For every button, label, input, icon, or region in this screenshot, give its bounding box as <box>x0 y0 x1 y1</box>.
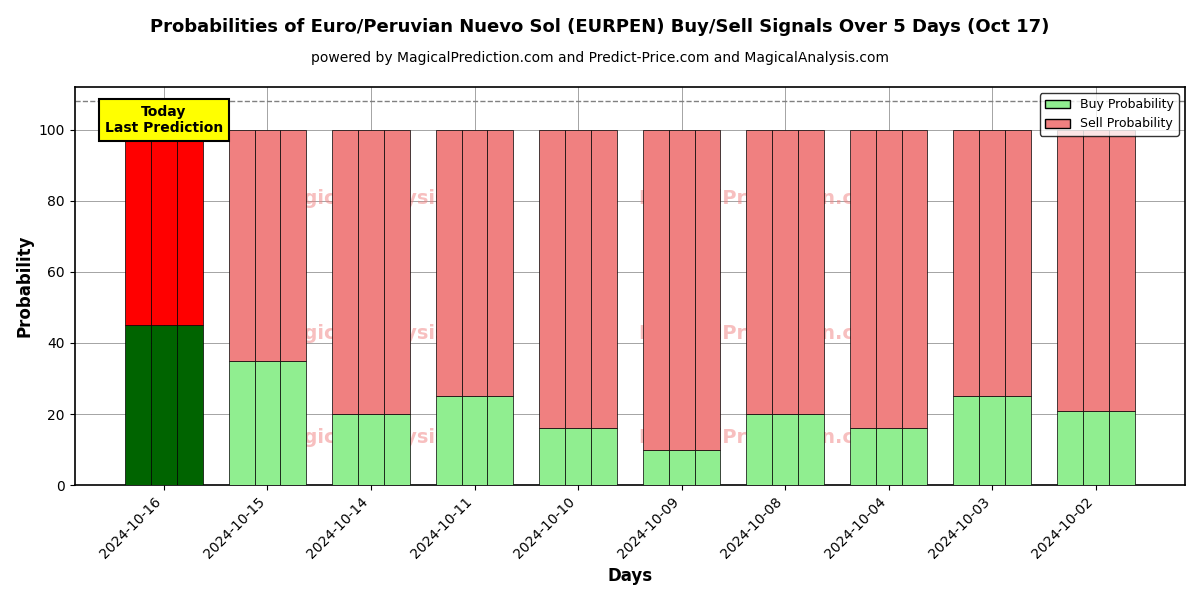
Text: MagicalAnalysis.com: MagicalAnalysis.com <box>271 325 499 343</box>
X-axis label: Days: Days <box>607 567 653 585</box>
Bar <box>281 130 306 361</box>
Bar <box>436 396 462 485</box>
Bar <box>1109 410 1134 485</box>
Bar <box>1057 410 1082 485</box>
Bar <box>876 428 901 485</box>
Bar <box>850 428 876 485</box>
Bar <box>332 130 358 414</box>
Text: MagicalPrediction.com: MagicalPrediction.com <box>638 325 888 343</box>
Bar <box>668 130 695 449</box>
Bar <box>746 414 772 485</box>
Bar <box>876 130 901 428</box>
Bar <box>358 414 384 485</box>
Bar <box>539 130 565 428</box>
Bar <box>901 428 928 485</box>
Bar <box>798 414 824 485</box>
Bar <box>125 130 151 325</box>
Bar <box>850 130 876 428</box>
Text: MagicalPrediction.com: MagicalPrediction.com <box>638 428 888 447</box>
Bar <box>436 130 462 396</box>
Bar <box>1006 396 1031 485</box>
Bar <box>695 130 720 449</box>
Text: MagicalPrediction.com: MagicalPrediction.com <box>638 189 888 208</box>
Bar <box>565 428 592 485</box>
Bar <box>229 130 254 361</box>
Bar <box>592 428 617 485</box>
Bar <box>798 130 824 414</box>
Bar <box>254 361 281 485</box>
Text: MagicalAnalysis.com: MagicalAnalysis.com <box>271 189 499 208</box>
Bar <box>953 396 979 485</box>
Bar <box>695 449 720 485</box>
Bar <box>1109 130 1134 410</box>
Bar <box>746 130 772 414</box>
Bar <box>176 130 203 325</box>
Bar <box>772 130 798 414</box>
Bar <box>1082 410 1109 485</box>
Bar <box>332 414 358 485</box>
Bar <box>539 428 565 485</box>
Bar <box>254 130 281 361</box>
Bar <box>462 396 487 485</box>
Bar <box>384 130 410 414</box>
Bar <box>358 130 384 414</box>
Bar <box>281 361 306 485</box>
Bar <box>1006 130 1031 396</box>
Bar <box>1057 130 1082 410</box>
Bar <box>384 414 410 485</box>
Bar <box>151 130 176 325</box>
Y-axis label: Probability: Probability <box>16 235 34 337</box>
Bar <box>953 130 979 396</box>
Bar <box>772 414 798 485</box>
Bar <box>979 396 1006 485</box>
Bar <box>487 130 514 396</box>
Bar <box>462 130 487 396</box>
Bar <box>565 130 592 428</box>
Bar <box>643 130 668 449</box>
Text: powered by MagicalPrediction.com and Predict-Price.com and MagicalAnalysis.com: powered by MagicalPrediction.com and Pre… <box>311 51 889 65</box>
Text: Probabilities of Euro/Peruvian Nuevo Sol (EURPEN) Buy/Sell Signals Over 5 Days (: Probabilities of Euro/Peruvian Nuevo Sol… <box>150 18 1050 36</box>
Bar <box>643 449 668 485</box>
Bar <box>979 130 1006 396</box>
Legend: Buy Probability, Sell Probability: Buy Probability, Sell Probability <box>1040 93 1178 136</box>
Bar <box>151 325 176 485</box>
Bar <box>1082 130 1109 410</box>
Text: MagicalAnalysis.com: MagicalAnalysis.com <box>271 428 499 447</box>
Bar <box>668 449 695 485</box>
Bar <box>901 130 928 428</box>
Bar <box>176 325 203 485</box>
Bar <box>592 130 617 428</box>
Text: Today
Last Prediction: Today Last Prediction <box>104 105 223 135</box>
Bar <box>125 325 151 485</box>
Bar <box>487 396 514 485</box>
Bar <box>229 361 254 485</box>
